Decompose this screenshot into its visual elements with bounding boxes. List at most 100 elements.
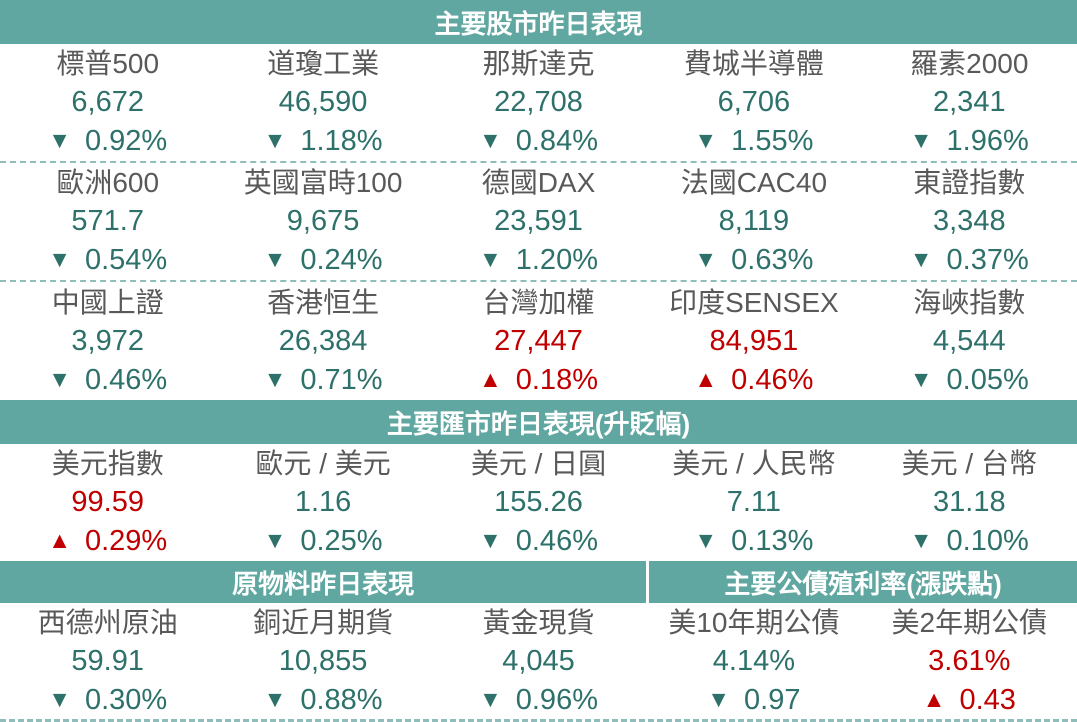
instrument-name: 標普500 bbox=[56, 48, 160, 79]
quote-change: ▼ 1.96% bbox=[862, 121, 1077, 160]
down-arrow-icon: ▼ bbox=[707, 685, 731, 712]
section-header-commodities-bonds: 原物料昨日表現 主要公債殖利率(漲跌點) bbox=[0, 561, 1077, 603]
change-value: 0.84% bbox=[515, 125, 598, 157]
change-value: 0.24% bbox=[300, 244, 383, 276]
quote-wti-crude: 西德州原油 59.91 ▼ 0.30% bbox=[0, 604, 215, 719]
quote-copper-futures: 銅近月期貨 10,855 ▼ 0.88% bbox=[215, 604, 430, 719]
quote-value: 59.91 bbox=[71, 644, 144, 677]
down-arrow-icon: ▼ bbox=[694, 246, 718, 272]
down-arrow-icon: ▼ bbox=[909, 527, 933, 553]
quote-usd-twd: 美元 / 台幣 31.18 ▼ 0.10% bbox=[862, 445, 1077, 560]
quote-value: 26,384 bbox=[278, 324, 368, 357]
quote-value: 22,708 bbox=[494, 86, 583, 118]
quote-value: 4,045 bbox=[502, 644, 575, 677]
instrument-name: 那斯達克 bbox=[482, 48, 595, 79]
down-arrow-icon: ▼ bbox=[48, 365, 71, 392]
instrument-name: 德國DAX bbox=[481, 167, 596, 198]
quote-value: 7.11 bbox=[726, 486, 782, 518]
quote-change: ▼ 0.13% bbox=[646, 521, 861, 560]
section-header-stocks: 主要股市昨日表現 bbox=[0, 0, 1077, 44]
quote-topix: 東證指數 3,348 ▼ 0.37% bbox=[862, 164, 1077, 279]
change-value: 0.37% bbox=[946, 244, 1029, 276]
instrument-name: 法國CAC40 bbox=[680, 167, 828, 198]
quote-shanghai-composite: 中國上證 3,972 ▼ 0.46% bbox=[0, 284, 215, 399]
change-value: 0.46% bbox=[515, 525, 598, 557]
instrument-name: 台灣加權 bbox=[482, 286, 595, 318]
change-value: 0.10% bbox=[946, 525, 1029, 557]
change-value: 0.29% bbox=[84, 525, 168, 557]
up-arrow-icon: ▲ bbox=[48, 527, 71, 553]
down-arrow-icon: ▼ bbox=[48, 127, 71, 153]
instrument-name: 美元 / 日圓 bbox=[470, 448, 607, 479]
quote-cac40: 法國CAC40 8,119 ▼ 0.63% bbox=[646, 164, 861, 279]
instrument-name: 西德州原油 bbox=[37, 606, 178, 638]
quote-change: ▼ 0.24% bbox=[215, 240, 430, 279]
change-value: 0.25% bbox=[300, 525, 383, 557]
down-arrow-icon: ▼ bbox=[909, 246, 933, 272]
change-value: 0.97 bbox=[744, 683, 801, 716]
change-value: 0.43 bbox=[959, 683, 1016, 716]
instrument-name: 美10年期公債 bbox=[668, 606, 840, 638]
section-header-fx: 主要匯市昨日表現(升貶幅) bbox=[0, 400, 1077, 444]
down-arrow-icon: ▼ bbox=[263, 127, 287, 153]
instrument-name: 歐元 / 美元 bbox=[255, 448, 391, 479]
quote-value: 9,675 bbox=[286, 205, 360, 237]
quote-value: 3,348 bbox=[933, 205, 1006, 237]
instrument-name: 美元 / 台幣 bbox=[901, 448, 1037, 479]
quote-value: 23,591 bbox=[494, 205, 583, 237]
quote-value: 3,972 bbox=[71, 324, 144, 357]
change-value: 1.20% bbox=[515, 244, 598, 276]
down-arrow-icon: ▼ bbox=[909, 127, 933, 153]
quote-eur-usd: 歐元 / 美元 1.16 ▼ 0.25% bbox=[215, 445, 430, 560]
quote-value: 1.16 bbox=[294, 486, 352, 518]
quote-value: 99.59 bbox=[71, 486, 144, 518]
change-value: 0.46% bbox=[731, 363, 814, 396]
quote-dax: 德國DAX 23,591 ▼ 1.20% bbox=[431, 164, 646, 279]
down-arrow-icon: ▼ bbox=[909, 365, 933, 392]
quote-hang-seng: 香港恒生 26,384 ▼ 0.71% bbox=[215, 284, 430, 399]
quote-straits-times: 海峽指數 4,544 ▼ 0.05% bbox=[862, 284, 1077, 399]
instrument-name: 香港恒生 bbox=[267, 286, 380, 318]
quote-value: 3.61% bbox=[928, 644, 1011, 677]
quote-change: ▲ 0.46% bbox=[646, 360, 861, 399]
quote-change: ▼ 0.97 bbox=[646, 680, 861, 719]
quote-us-10y-treasury: 美10年期公債 4.14% ▼ 0.97 bbox=[646, 604, 861, 719]
quote-value: 84,951 bbox=[709, 324, 799, 357]
change-value: 0.88% bbox=[300, 683, 383, 716]
quote-change: ▲ 0.43 bbox=[862, 680, 1077, 719]
instrument-name: 道瓊工業 bbox=[267, 48, 380, 79]
change-value: 0.71% bbox=[300, 363, 383, 396]
quote-change: ▼ 0.54% bbox=[0, 240, 215, 279]
quote-change: ▼ 0.37% bbox=[862, 240, 1077, 279]
quote-change: ▼ 1.18% bbox=[215, 121, 430, 160]
quote-sensex: 印度SENSEX 84,951 ▲ 0.46% bbox=[646, 284, 861, 399]
down-arrow-icon: ▼ bbox=[263, 527, 287, 553]
quote-stoxx600: 歐洲600 571.7 ▼ 0.54% bbox=[0, 164, 215, 279]
change-value: 0.96% bbox=[515, 683, 598, 716]
instrument-name: 中國上證 bbox=[51, 286, 164, 318]
quote-value: 8,119 bbox=[718, 205, 790, 237]
up-arrow-icon: ▲ bbox=[922, 685, 946, 712]
down-arrow-icon: ▼ bbox=[478, 127, 502, 153]
down-arrow-icon: ▼ bbox=[48, 685, 71, 712]
change-value: 0.30% bbox=[84, 683, 168, 716]
quote-value: 571.7 bbox=[71, 205, 144, 237]
instrument-name: 美2年期公債 bbox=[891, 606, 1048, 638]
stocks-row-asia: 中國上證 3,972 ▼ 0.46% 香港恒生 26,384 ▼ 0.71% 台灣加… bbox=[0, 282, 1077, 400]
stocks-row-us: 標普500 6,672 ▼ 0.92% 道瓊工業 46,590 ▼ 1.18% 那斯… bbox=[0, 44, 1077, 163]
quote-change: ▼ 0.84% bbox=[431, 121, 646, 160]
quote-value: 155.26 bbox=[494, 486, 583, 518]
down-arrow-icon: ▼ bbox=[478, 527, 502, 553]
quote-change: ▼ 0.46% bbox=[431, 521, 646, 560]
quote-change: ▼ 1.55% bbox=[646, 121, 861, 160]
quote-value: 6,672 bbox=[71, 86, 144, 118]
stocks-row-europe: 歐洲600 571.7 ▼ 0.54% 英國富時100 9,675 ▼ 0.24% … bbox=[0, 163, 1077, 282]
quote-russell2000: 羅素2000 2,341 ▼ 1.96% bbox=[862, 45, 1077, 160]
quote-value: 10,855 bbox=[278, 644, 368, 677]
section-header-bonds: 主要公債殖利率(漲跌點) bbox=[646, 561, 1077, 603]
quote-ftse100: 英國富時100 9,675 ▼ 0.24% bbox=[215, 164, 430, 279]
commodities-bonds-row: 西德州原油 59.91 ▼ 0.30% 銅近月期貨 10,855 ▼ 0.88% 黃… bbox=[0, 603, 1077, 722]
quote-change: ▼ 1.20% bbox=[431, 240, 646, 279]
quote-value: 31.18 bbox=[933, 486, 1006, 518]
down-arrow-icon: ▼ bbox=[694, 527, 718, 553]
